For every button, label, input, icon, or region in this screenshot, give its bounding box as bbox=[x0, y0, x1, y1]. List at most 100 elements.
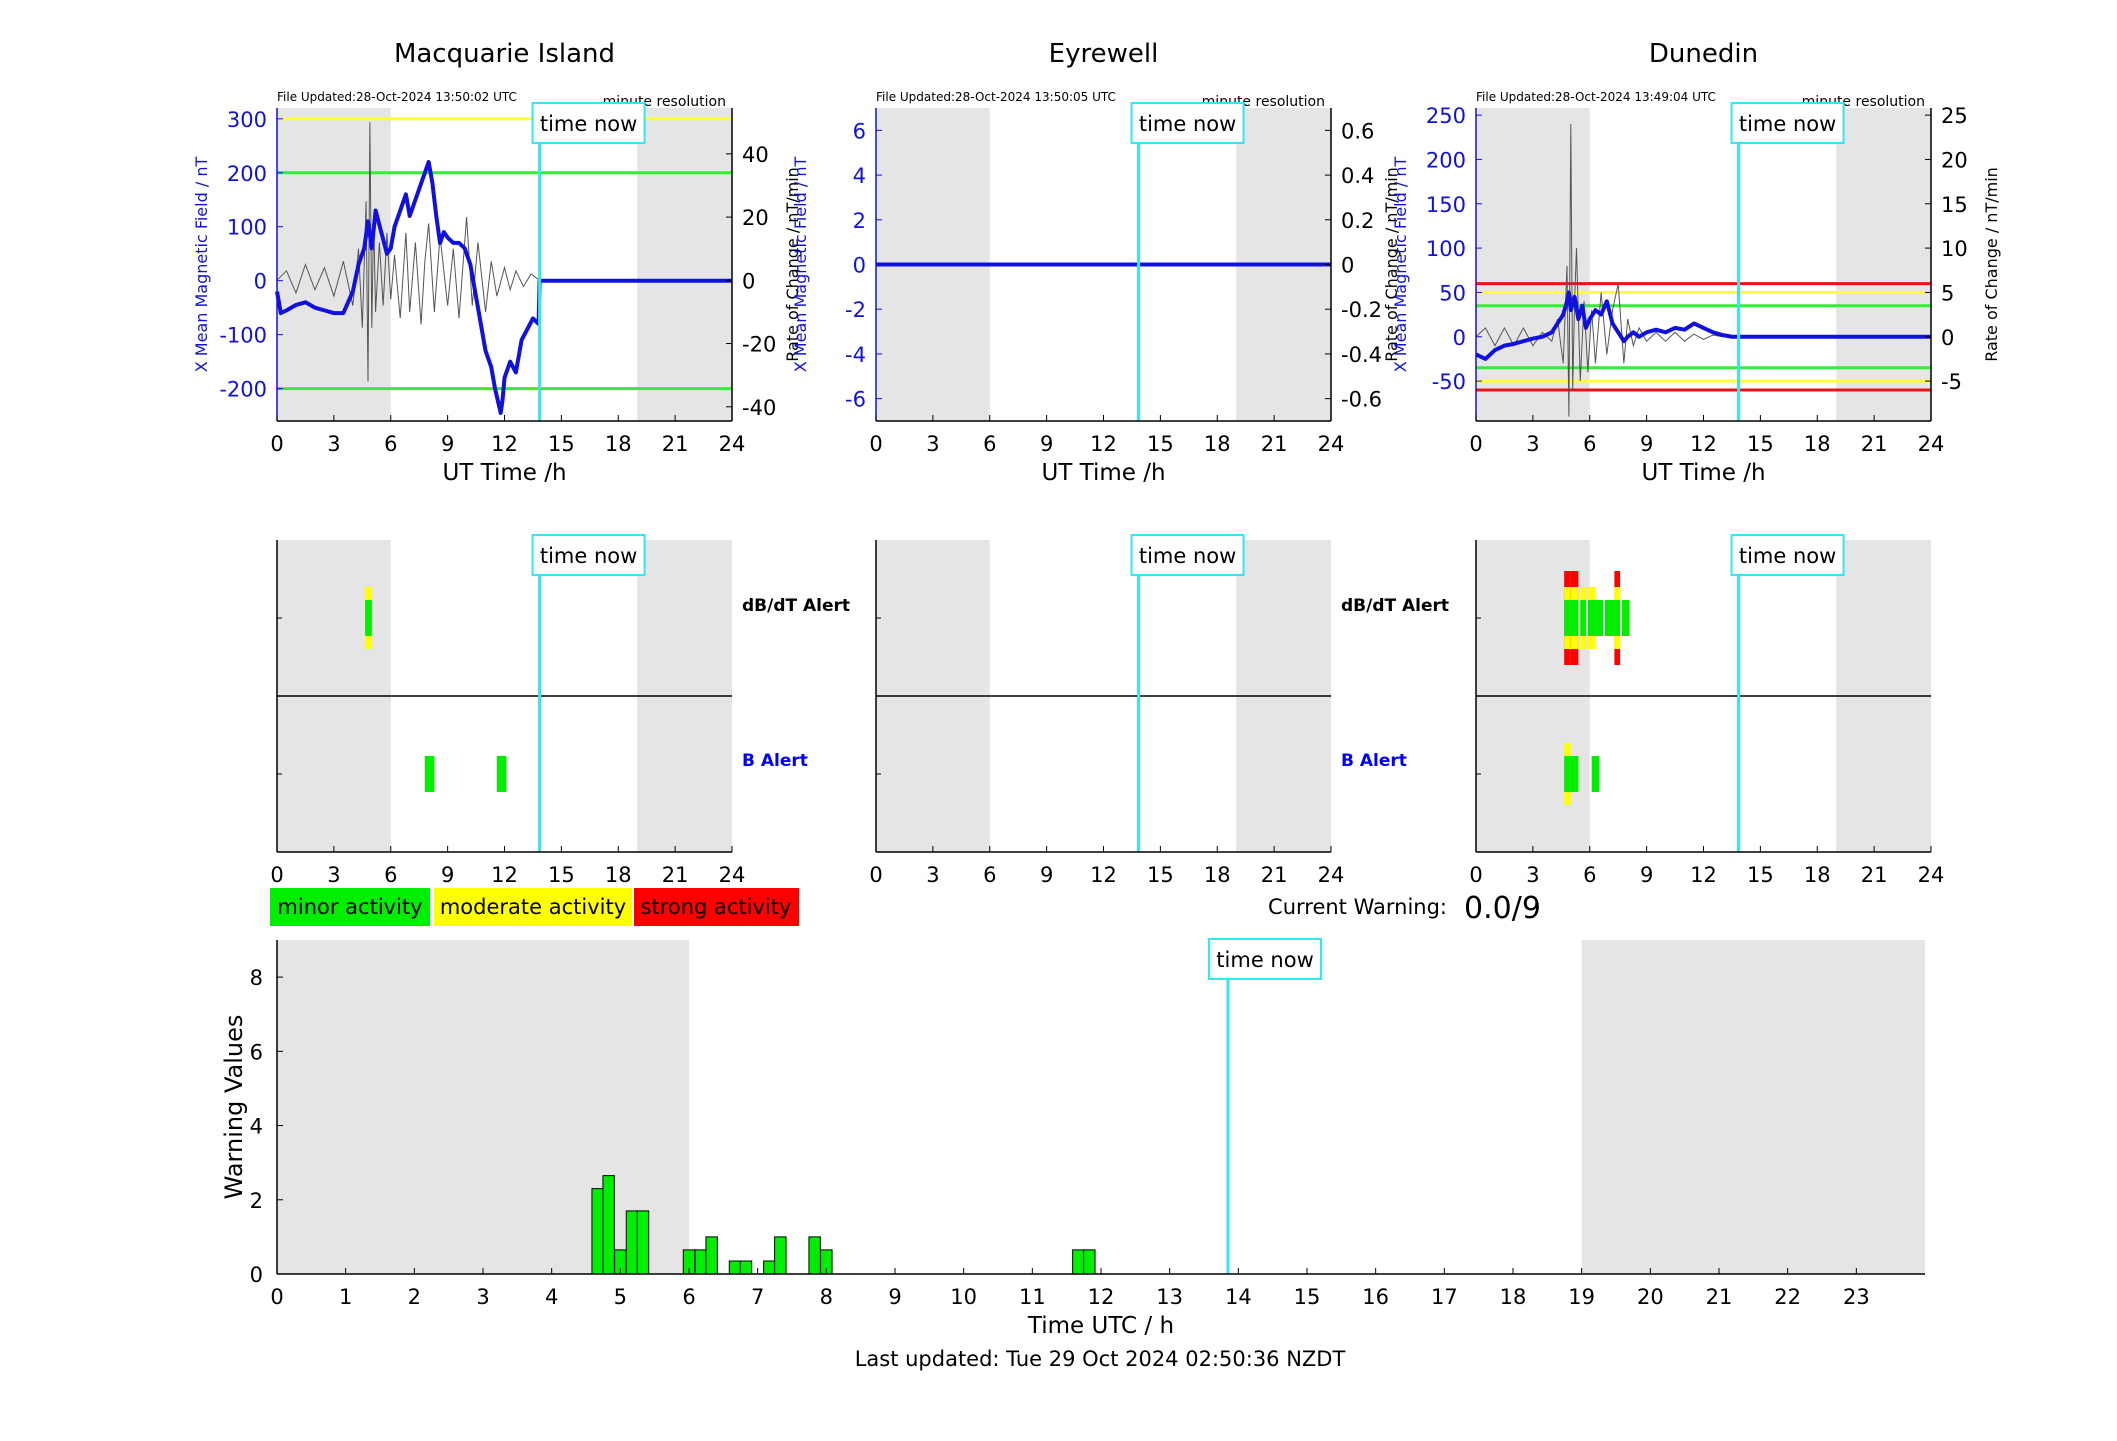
x-tick-label: 6 bbox=[983, 432, 996, 456]
dbdt-alert-block-level-1 bbox=[1621, 600, 1630, 636]
x-tick-label: 0 bbox=[270, 863, 283, 887]
last-updated-text: Last updated: Tue 29 Oct 2024 02:50:36 N… bbox=[855, 1347, 1346, 1371]
night-shade bbox=[637, 108, 732, 421]
warning-bar bbox=[808, 1236, 821, 1275]
x-tick-label: 17 bbox=[1431, 1285, 1458, 1309]
x-tick-label: 16 bbox=[1362, 1285, 1389, 1309]
warning-bar bbox=[1083, 1249, 1096, 1275]
dbdt-alert-block-level-1 bbox=[1595, 600, 1604, 636]
x-tick-label: 0 bbox=[270, 432, 283, 456]
x-tick-label: 12 bbox=[1090, 863, 1117, 887]
x-tick-label: 6 bbox=[384, 863, 397, 887]
time-now-label: time now bbox=[1216, 948, 1313, 972]
magnetometer-plot-0: Macquarie Island File Updated:28-Oct-2024… bbox=[192, 39, 802, 486]
b-alert-block-level-1 bbox=[424, 756, 435, 792]
x-tick-label: 12 bbox=[1690, 432, 1717, 456]
y2-tick-label: 40 bbox=[742, 143, 769, 167]
x-tick-label: 21 bbox=[1861, 863, 1888, 887]
y-tick-label: 2 bbox=[250, 1189, 263, 1213]
x-tick-label: 0 bbox=[1469, 863, 1482, 887]
dbdt-alert-block-level-1 bbox=[1587, 600, 1596, 636]
y2-tick-label: 20 bbox=[742, 206, 769, 230]
night-shade bbox=[1836, 108, 1931, 421]
x-tick-label: 15 bbox=[1747, 432, 1774, 456]
x-axis-title: UT Time /h bbox=[442, 460, 566, 486]
x-tick-label: 6 bbox=[1583, 432, 1596, 456]
night-shade bbox=[1581, 940, 1925, 1274]
x-axis-title: UT Time /h bbox=[1641, 460, 1765, 486]
x-tick-label: 3 bbox=[327, 432, 340, 456]
time-now-box bbox=[1130, 534, 1245, 576]
x-tick-label: 8 bbox=[820, 1285, 833, 1309]
y2-tick-label: 0 bbox=[742, 269, 755, 293]
dbdt-alert-block-level-1 bbox=[1580, 600, 1586, 636]
y2-tick-label: 0.6 bbox=[1341, 119, 1374, 143]
dbdt-alert-block-level-1 bbox=[365, 600, 372, 636]
y2-axis-title: Rate of Change / nT/min bbox=[783, 167, 802, 362]
y-tick-label: 0 bbox=[853, 254, 866, 278]
x-tick-label: 21 bbox=[1861, 432, 1888, 456]
x-tick-label: 12 bbox=[491, 432, 518, 456]
dbdt-alert-block-level-1 bbox=[1614, 600, 1621, 636]
x-tick-label: 3 bbox=[926, 432, 939, 456]
dbdt-alert-block-level-1 bbox=[1604, 600, 1615, 636]
x-tick-label: 15 bbox=[548, 863, 575, 887]
x-axis-title: UT Time /h bbox=[1041, 460, 1165, 486]
file-updated-label: File Updated:28-Oct-2024 13:49:04 UTC bbox=[1476, 90, 1716, 104]
activity-legend: minor activity moderate activity strong ac… bbox=[270, 888, 799, 926]
y2-tick-label: 15 bbox=[1941, 193, 1968, 217]
x-tick-label: 3 bbox=[926, 863, 939, 887]
x-tick-label: 18 bbox=[605, 432, 632, 456]
x-tick-label: 15 bbox=[1147, 863, 1174, 887]
time-now-marker: time now bbox=[1130, 534, 1245, 576]
y-tick-label: 0 bbox=[254, 270, 267, 294]
x-tick-label: 13 bbox=[1156, 1285, 1183, 1309]
y2-tick-label: -5 bbox=[1941, 370, 1962, 394]
y-tick-label: 0 bbox=[250, 1263, 263, 1287]
x-tick-label: 21 bbox=[1261, 432, 1288, 456]
y2-tick-label: 20 bbox=[1941, 148, 1968, 172]
y-axis-title: Warning Values bbox=[220, 1015, 248, 1200]
station-title: Dunedin bbox=[1649, 39, 1758, 69]
x-tick-label: 24 bbox=[719, 432, 746, 456]
y-axis-title: X Mean Magnetic Field / nT bbox=[1391, 157, 1410, 373]
b-alert-block-level-1 bbox=[1564, 756, 1571, 792]
x-tick-label: 24 bbox=[1918, 863, 1945, 887]
y2-tick-label: 0.2 bbox=[1341, 209, 1374, 233]
x-tick-label: 2 bbox=[408, 1285, 421, 1309]
x-tick-label: 24 bbox=[719, 863, 746, 887]
x-tick-label: 15 bbox=[1294, 1285, 1321, 1309]
x-tick-label: 3 bbox=[1526, 863, 1539, 887]
y2-tick-label: 0 bbox=[1341, 254, 1354, 278]
y-tick-label: 100 bbox=[227, 216, 267, 240]
station-title: Eyrewell bbox=[1049, 39, 1159, 69]
y2-tick-label: -0.6 bbox=[1341, 388, 1382, 412]
file-updated-label: File Updated:28-Oct-2024 13:50:05 UTC bbox=[876, 90, 1116, 104]
x-tick-label: 21 bbox=[662, 432, 689, 456]
x-tick-label: 9 bbox=[441, 863, 454, 887]
y2-axis-title: Rate of Change / nT/min bbox=[1982, 167, 2001, 362]
x-tick-label: 21 bbox=[662, 863, 689, 887]
x-tick-label: 18 bbox=[1500, 1285, 1527, 1309]
x-tick-label: 20 bbox=[1637, 1285, 1664, 1309]
station-title: Macquarie Island bbox=[394, 39, 615, 69]
x-tick-label: 18 bbox=[605, 863, 632, 887]
alert-panel-1: time now 0 3 6 9 12 15 18 21 24 dB/dT Alert B Alert bbox=[869, 534, 1449, 887]
magnetometer-plot-2: Dunedin File Updated:28-Oct-2024 13:49:04… bbox=[1391, 39, 2001, 486]
x-tick-label: 0 bbox=[270, 1285, 283, 1309]
x-tick-label: 6 bbox=[1583, 863, 1596, 887]
y-tick-label: 200 bbox=[227, 162, 267, 186]
x-tick-label: 21 bbox=[1261, 863, 1288, 887]
x-tick-label: 6 bbox=[983, 863, 996, 887]
x-tick-label: 3 bbox=[327, 863, 340, 887]
y-tick-label: -6 bbox=[845, 388, 866, 412]
y-axis-title: X Mean Magnetic Field / nT bbox=[791, 157, 810, 373]
night-shade bbox=[277, 108, 391, 421]
y-tick-label: 100 bbox=[1426, 237, 1466, 261]
y-tick-label: 4 bbox=[250, 1115, 263, 1139]
x-tick-label: 18 bbox=[1804, 863, 1831, 887]
y-tick-label: 6 bbox=[853, 119, 866, 143]
current-warning-value: 0.0/9 bbox=[1464, 891, 1541, 926]
